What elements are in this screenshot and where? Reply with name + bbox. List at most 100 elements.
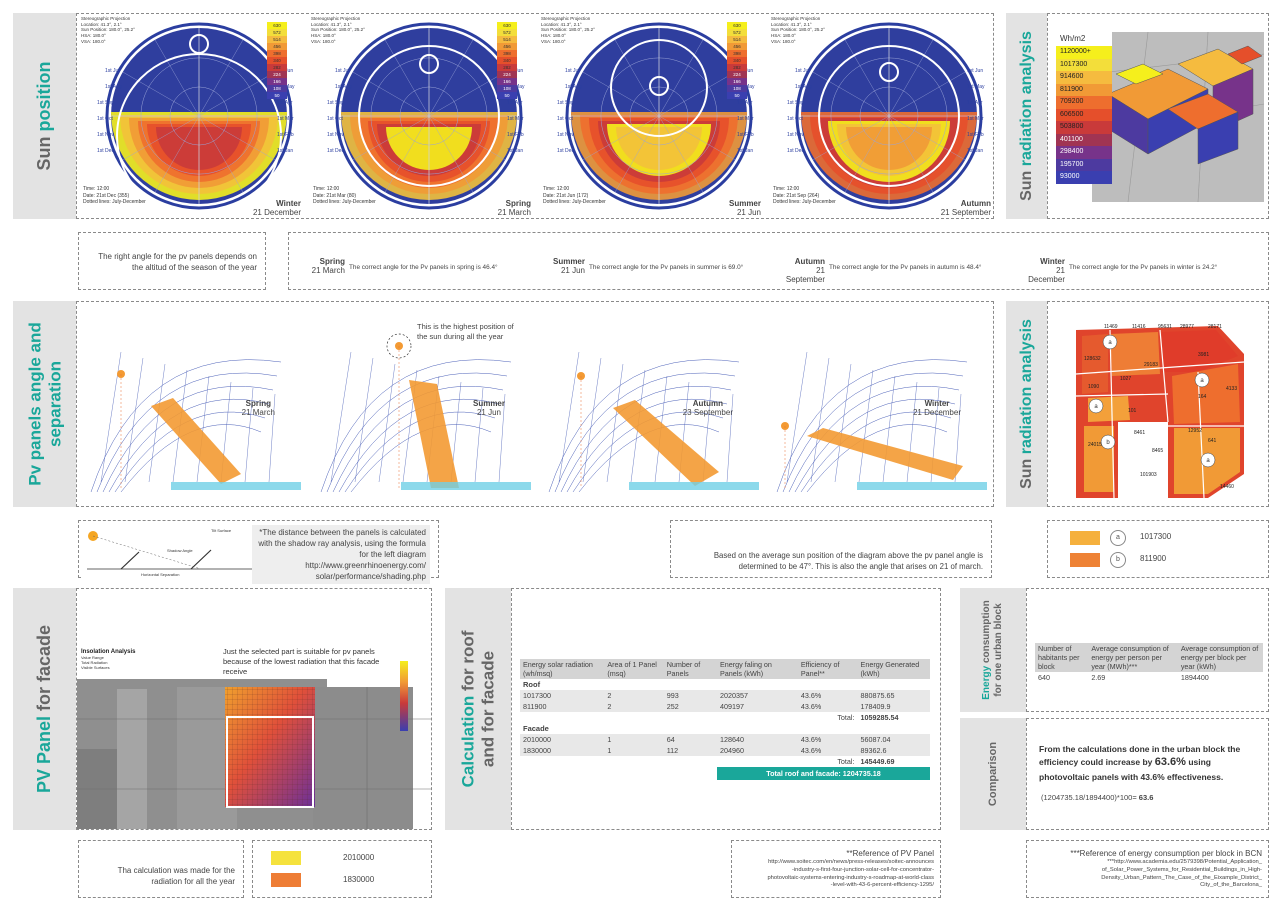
- calc-header-cell: Area of 1 Panel (msq): [604, 659, 664, 679]
- polar-info-line: Time: 12:00: [313, 186, 340, 192]
- month-label: 1st Aug: [795, 84, 812, 90]
- radiation-legend-item: 914600: [1056, 71, 1112, 84]
- scale-cell: 456: [727, 43, 747, 50]
- calc-cell: 128640: [716, 734, 798, 745]
- calc-cell: 1830000: [520, 745, 605, 756]
- block-map-label: 1090: [1088, 384, 1099, 390]
- month-label: 1st Apr: [967, 100, 983, 106]
- section-title-accent: Comparison: [986, 741, 999, 807]
- scale-cell: 514: [497, 36, 517, 43]
- scale-cell: 282: [267, 64, 287, 71]
- reference-line[interactable]: http://www.soitec.com/en/news/press-rele…: [768, 859, 934, 865]
- pv-angle-side-label: Pv panels angle and separation: [13, 301, 76, 507]
- sun-position-panel: Stereographic Projection Location: 41.3°,…: [76, 13, 994, 219]
- season-angle-label: Autumn 21 September: [777, 257, 825, 285]
- season-date: 21 Jun: [736, 207, 761, 217]
- scale-cell: 456: [267, 43, 287, 50]
- block-map-label: 11469: [1104, 324, 1118, 330]
- month-label: 1st Sep: [787, 100, 804, 106]
- distance-note-url[interactable]: http://www.greenrhinoenergy.com/: [305, 561, 426, 571]
- scale-cell: 340: [267, 57, 287, 64]
- polar-info-line: Time: 12:00: [83, 186, 110, 192]
- calc-cell: 43.6%: [797, 745, 858, 756]
- reference-line[interactable]: Density_Urban_Pattern_The_Case_of_the_Ei…: [1101, 874, 1262, 881]
- polar-info: Time: 12:00 Date: 21st Dec (355) Dotted li…: [83, 186, 146, 206]
- polar-info-line: Time: 12:00: [773, 186, 800, 192]
- month-label: 1st Mar: [507, 116, 524, 122]
- energy-header-cell: Average consumption of energy per block …: [1177, 643, 1263, 672]
- scale-cell: 572: [267, 29, 287, 36]
- reference-line[interactable]: City_of_the_Barcelona_: [1200, 882, 1262, 889]
- calc-cell: 43.6%: [797, 734, 858, 745]
- section-title-accent: radiation analysis: [1017, 319, 1035, 455]
- calc-header-cell: Energy solar radiation (wh/msq): [520, 659, 605, 679]
- polar-info-line: Date: 21st Sep (264): [773, 192, 820, 199]
- month-label: 1st Apr: [737, 100, 753, 106]
- section-title-accent: radiation analysis: [1017, 31, 1035, 167]
- grand-total-label: Total roof and facade:: [766, 769, 841, 778]
- season-date: 21 December: [1028, 266, 1065, 285]
- calc-row: 1830000 1 112 204960 43.6% 89362.6: [520, 745, 930, 756]
- month-label: 1st Jul: [105, 68, 120, 74]
- energy-cell: 640: [1038, 673, 1050, 682]
- block-map-label: 1027: [1120, 376, 1131, 382]
- month-label: 1st Mar: [737, 116, 754, 122]
- reference-line[interactable]: ***http://www.academia.edu/2579398/Poten…: [1107, 859, 1262, 865]
- svg-text:a: a: [1206, 458, 1210, 464]
- average-note-box: Based on the average sun position of the…: [670, 520, 992, 578]
- season-name: Summer: [472, 399, 505, 408]
- shadow-view-label: Summer 21 Jun: [472, 399, 505, 418]
- month-label: 1st Oct: [327, 116, 343, 122]
- season-angles-box: Spring 21 March The correct angle for the …: [288, 232, 1269, 290]
- reference-line[interactable]: -industry-s-first-four-junction-solar-ce…: [791, 866, 934, 873]
- section-title: for one urban block: [993, 603, 1004, 697]
- section-title-accent: Energy: [981, 665, 992, 700]
- radiation-legend-item: 606500: [1056, 108, 1112, 121]
- month-label: 1st Dec: [787, 148, 804, 154]
- facade-total-label: Total:: [837, 757, 855, 766]
- sun-path-diagram: Stereographic Projection Location: 41.3°,…: [497, 14, 765, 218]
- calc-cell: 993: [663, 690, 717, 701]
- reference-line[interactable]: -level-with-43-6-percent-efficiency-1295…: [830, 882, 934, 889]
- polar-header-line: Location: 41.3°, 2.1°: [311, 21, 352, 27]
- pv-reference-box: **Reference of PV Panel http://www.soite…: [731, 840, 941, 898]
- urban-block-radiation-map: a a a b a 11469 11416 95631 28977 28171 128632 109…: [1075, 324, 1245, 499]
- sun-position-side-label: Sun position: [13, 13, 76, 219]
- block-map-label: 28171: [1208, 324, 1222, 330]
- block-map-label: 164: [1198, 394, 1207, 400]
- scale-cell: 572: [497, 29, 517, 36]
- sun-radiation-side-label-2: Sun radiation analysis: [1006, 301, 1047, 507]
- facade-note: Just the selected part is suitable for p…: [223, 647, 380, 677]
- month-label: 1st Sep: [327, 100, 344, 106]
- reference-line[interactable]: of_Solar_Power_Systems_for_Residential_B…: [1101, 866, 1262, 873]
- scale-cell: 514: [727, 36, 747, 43]
- distance-note-url[interactable]: solar/performance/shading.php: [315, 572, 426, 582]
- month-label: 1st Jan: [967, 148, 984, 154]
- scale-cell: 166: [727, 78, 747, 85]
- facade-calc-note-box: Tha calculation was made for the radiati…: [78, 840, 244, 898]
- polar-header-line: Location: 41.3°, 2.1°: [771, 21, 812, 27]
- facade-legend-box: 2010000 1830000: [252, 840, 432, 898]
- month-label: 1st Jun: [967, 68, 984, 74]
- scale-cell: 398: [727, 50, 747, 57]
- comparison-percent: 63.6%: [1154, 756, 1186, 769]
- polar-header-line: VSA: 180.0°: [771, 38, 796, 44]
- calc-cell: 1017300: [520, 690, 605, 701]
- polar-header-line: Stereographic Projection: [81, 16, 131, 21]
- reference-line[interactable]: photovoltaic-systems-entering-industry-s…: [767, 874, 934, 881]
- energy-table: Number of habitants per block Average con…: [1035, 643, 1263, 683]
- block-legend-item: b 811900: [1070, 551, 1250, 569]
- month-label: 1st Oct: [557, 116, 573, 122]
- distance-note-box: Shadow Angle Tilt Surface Horizontal Sep…: [78, 520, 439, 585]
- season-angle-label: Spring 21 March: [297, 257, 345, 275]
- section-title-accent: PV Panel: [33, 715, 54, 794]
- facade-panel: Insolation Analysis Value Range Total Ra…: [76, 588, 432, 830]
- comparison-text: using: [1185, 757, 1211, 768]
- comparison-result: 63.6: [1138, 793, 1154, 802]
- diagram-label: Tilt Surface: [211, 528, 232, 533]
- season-date: 21 March: [311, 266, 345, 276]
- scale-cell: 108: [267, 85, 287, 92]
- month-label: 1st Feb: [277, 132, 294, 138]
- scale-cell: 340: [497, 57, 517, 64]
- calc-cell: 178409.9: [857, 701, 930, 712]
